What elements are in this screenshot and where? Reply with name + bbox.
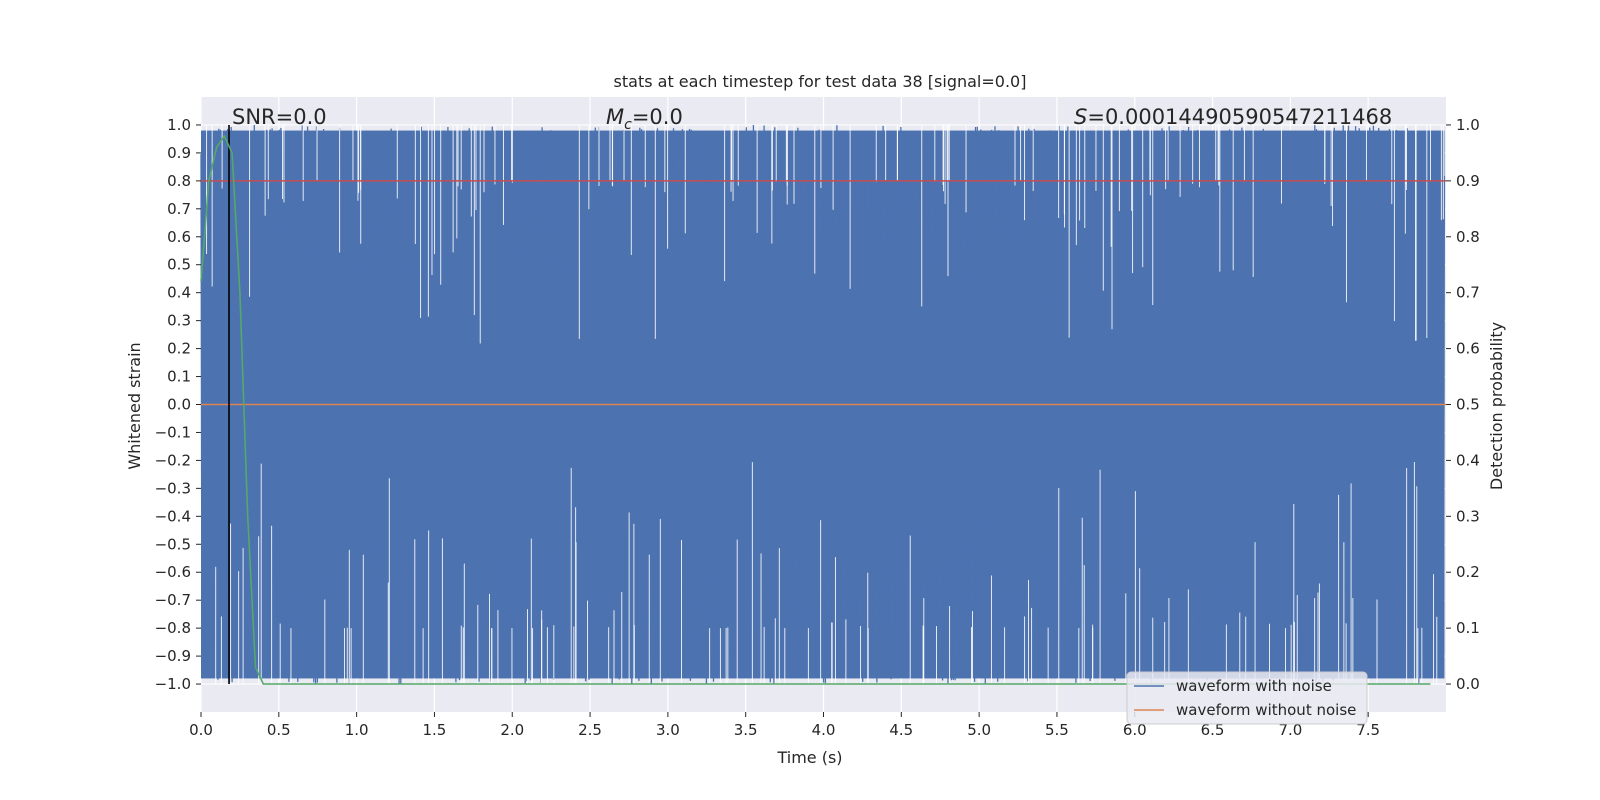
- y-tick-label: −0.3: [155, 479, 191, 497]
- y-tick-label: 0.1: [167, 368, 191, 386]
- y-right-tick-label: 0.2: [1456, 563, 1480, 581]
- x-ticks: 0.0 0.5 1.0 1.5 2.0 2.5 3.0 3.5 4.0 4.5 5.0 5.5 6.0 6…: [189, 712, 1380, 739]
- y-ticks-right: 1.0 0.9 0.8 0.7 0.6 0.5 0.4 0.3 0.2 0.1 0.0: [1446, 116, 1480, 693]
- x-tick-label: 3.5: [734, 721, 758, 739]
- s-annotation: S=0.00014490590547211468: [1074, 105, 1392, 129]
- x-tick-label: 1.5: [423, 721, 447, 739]
- legend-label-clean: waveform without noise: [1176, 701, 1356, 719]
- x-tick-label: 6.5: [1201, 721, 1225, 739]
- y-right-tick-label: 0.5: [1456, 396, 1480, 414]
- y-tick-label: −0.2: [155, 451, 191, 469]
- y-tick-label: 0.9: [167, 144, 191, 162]
- chart-title: stats at each timestep for test data 38 …: [614, 72, 1027, 91]
- y-tick-label: 0.5: [167, 256, 191, 274]
- x-tick-label: 2.5: [578, 721, 602, 739]
- y-right-tick-label: 0.4: [1456, 451, 1480, 469]
- y-tick-label: −1.0: [155, 675, 191, 693]
- x-tick-label: 0.5: [267, 721, 291, 739]
- x-tick-label: 5.0: [967, 721, 991, 739]
- y-ticks-left: 1.0 0.9 0.8 0.7 0.6 0.5 0.4 0.3 0.2 0.1 0.0 −0.1 −0.…: [155, 116, 201, 693]
- x-tick-label: 5.5: [1045, 721, 1069, 739]
- mc-symbol: M: [606, 105, 624, 129]
- y-tick-label: −0.6: [155, 563, 191, 581]
- y-tick-label: −0.8: [155, 619, 191, 637]
- x-tick-label: 1.0: [345, 721, 369, 739]
- x-tick-label: 2.0: [500, 721, 524, 739]
- y-tick-label: 0.6: [167, 228, 191, 246]
- y-axis-label: Whitened strain: [125, 342, 144, 469]
- series-lines: [200, 124, 1446, 685]
- s-symbol: S: [1074, 105, 1087, 129]
- y-tick-label: 1.0: [167, 116, 191, 134]
- x-tick-label: 7.0: [1278, 721, 1302, 739]
- y-right-tick-label: 1.0: [1456, 116, 1480, 134]
- y-right-tick-label: 0.6: [1456, 340, 1480, 358]
- x-tick-label: 6.0: [1123, 721, 1147, 739]
- detection-probability-line: [200, 134, 1431, 685]
- x-tick-label: 0.0: [189, 721, 213, 739]
- chirp-mass-annotation: Mc=0.0: [606, 105, 683, 133]
- y-tick-label: 0.2: [167, 340, 191, 358]
- y-right-tick-label: 0.9: [1456, 172, 1480, 190]
- x-tick-label: 4.0: [812, 721, 836, 739]
- noise-series: [200, 124, 1446, 685]
- y-right-tick-label: 0.1: [1456, 619, 1480, 637]
- y-axis-label-right: Detection probability: [1487, 322, 1506, 490]
- y-tick-label: 0.3: [167, 312, 191, 330]
- y-right-tick-label: 0.7: [1456, 284, 1480, 302]
- x-tick-label: 3.0: [656, 721, 680, 739]
- y-tick-label: −0.7: [155, 591, 191, 609]
- y-tick-label: 0.7: [167, 200, 191, 218]
- y-right-tick-label: 0.3: [1456, 507, 1480, 525]
- y-tick-label: 0.4: [167, 284, 191, 302]
- x-tick-label: 4.5: [889, 721, 913, 739]
- y-tick-label: 0.8: [167, 172, 191, 190]
- mc-subscript: c: [624, 117, 632, 133]
- y-right-tick-label: 0.0: [1456, 675, 1480, 693]
- y-tick-label: −0.9: [155, 647, 191, 665]
- x-tick-label: 7.5: [1356, 721, 1380, 739]
- y-tick-label: −0.1: [155, 423, 191, 441]
- y-tick-label: −0.5: [155, 535, 191, 553]
- x-axis-label: Time (s): [776, 748, 842, 767]
- legend-box: [1126, 671, 1368, 725]
- y-tick-label: 0.0: [167, 396, 191, 414]
- snr-annotation: SNR=0.0: [232, 105, 327, 129]
- y-right-tick-label: 0.8: [1456, 228, 1480, 246]
- noise-trace: [200, 124, 1446, 685]
- legend: waveform with noise waveform without noi…: [1126, 671, 1368, 725]
- legend-label-noise: waveform with noise: [1176, 677, 1332, 695]
- s-value: =0.00014490590547211468: [1087, 105, 1392, 129]
- y-tick-label: −0.4: [155, 507, 191, 525]
- mc-value: =0.0: [632, 105, 683, 129]
